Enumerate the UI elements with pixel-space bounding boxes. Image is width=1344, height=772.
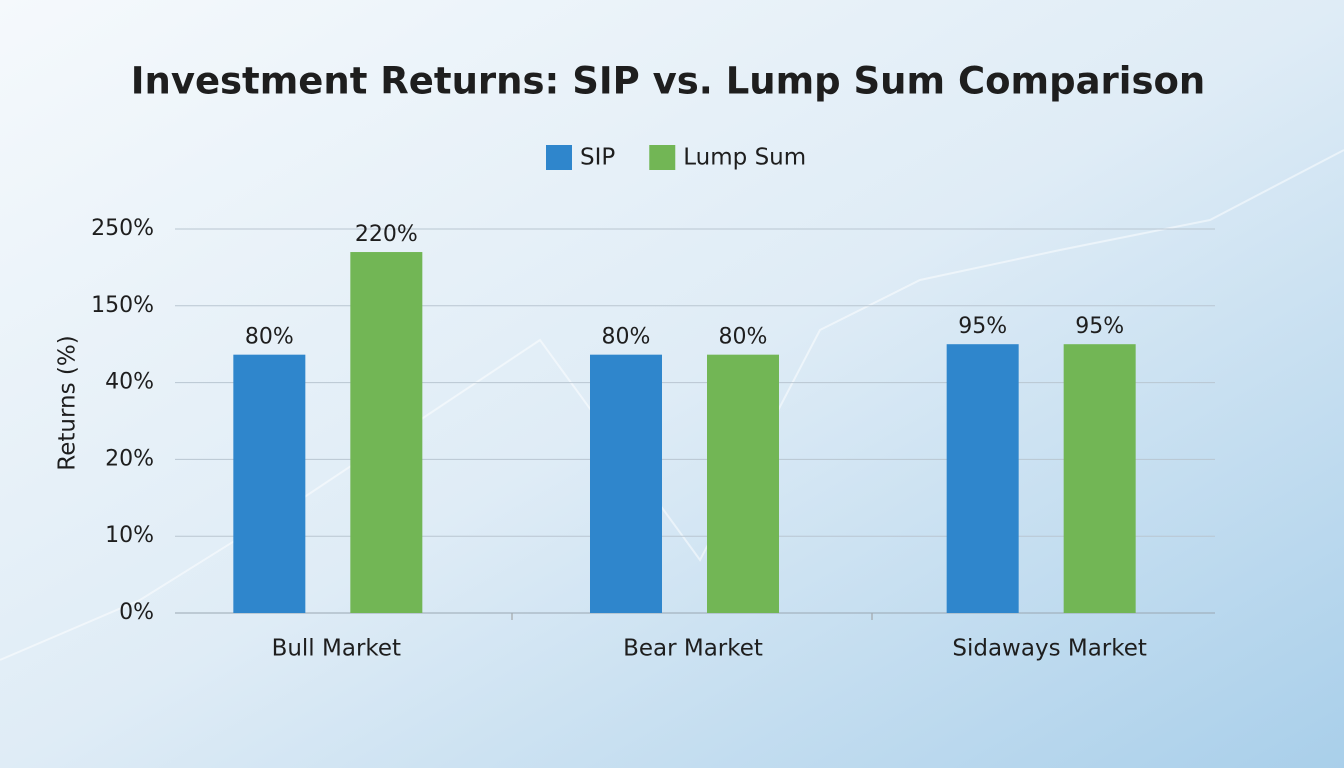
- y-tick-label: 150%: [91, 293, 154, 318]
- chart-title: Investment Returns: SIP vs. Lump Sum Com…: [131, 60, 1206, 103]
- y-tick-label: 40%: [105, 370, 154, 395]
- y-tick-label: 10%: [105, 523, 154, 548]
- value-label: 95%: [1075, 314, 1124, 339]
- bar: [1063, 344, 1136, 613]
- y-tick-label: 0%: [119, 600, 154, 625]
- bar: [946, 344, 1019, 613]
- value-label: 80%: [245, 325, 294, 350]
- legend-swatch: [546, 145, 572, 170]
- bar: [233, 354, 306, 613]
- value-label: 95%: [958, 314, 1007, 339]
- legend-label: SIP: [580, 145, 615, 171]
- x-tick-label: Bull Market: [272, 636, 402, 662]
- bar: [590, 354, 662, 613]
- x-tick-label: Sidaways Market: [952, 636, 1147, 662]
- value-label: 220%: [355, 222, 418, 247]
- y-axis-label: Returns (%): [55, 335, 81, 470]
- bar: [707, 354, 779, 613]
- legend-label: Lump Sum: [683, 145, 806, 171]
- y-tick-label: 20%: [105, 446, 154, 471]
- value-label: 80%: [719, 325, 768, 350]
- bar: [350, 252, 423, 614]
- value-label: 80%: [602, 325, 651, 350]
- x-tick-label: Bear Market: [623, 636, 763, 662]
- legend-swatch: [649, 145, 676, 170]
- y-tick-label: 250%: [91, 216, 154, 241]
